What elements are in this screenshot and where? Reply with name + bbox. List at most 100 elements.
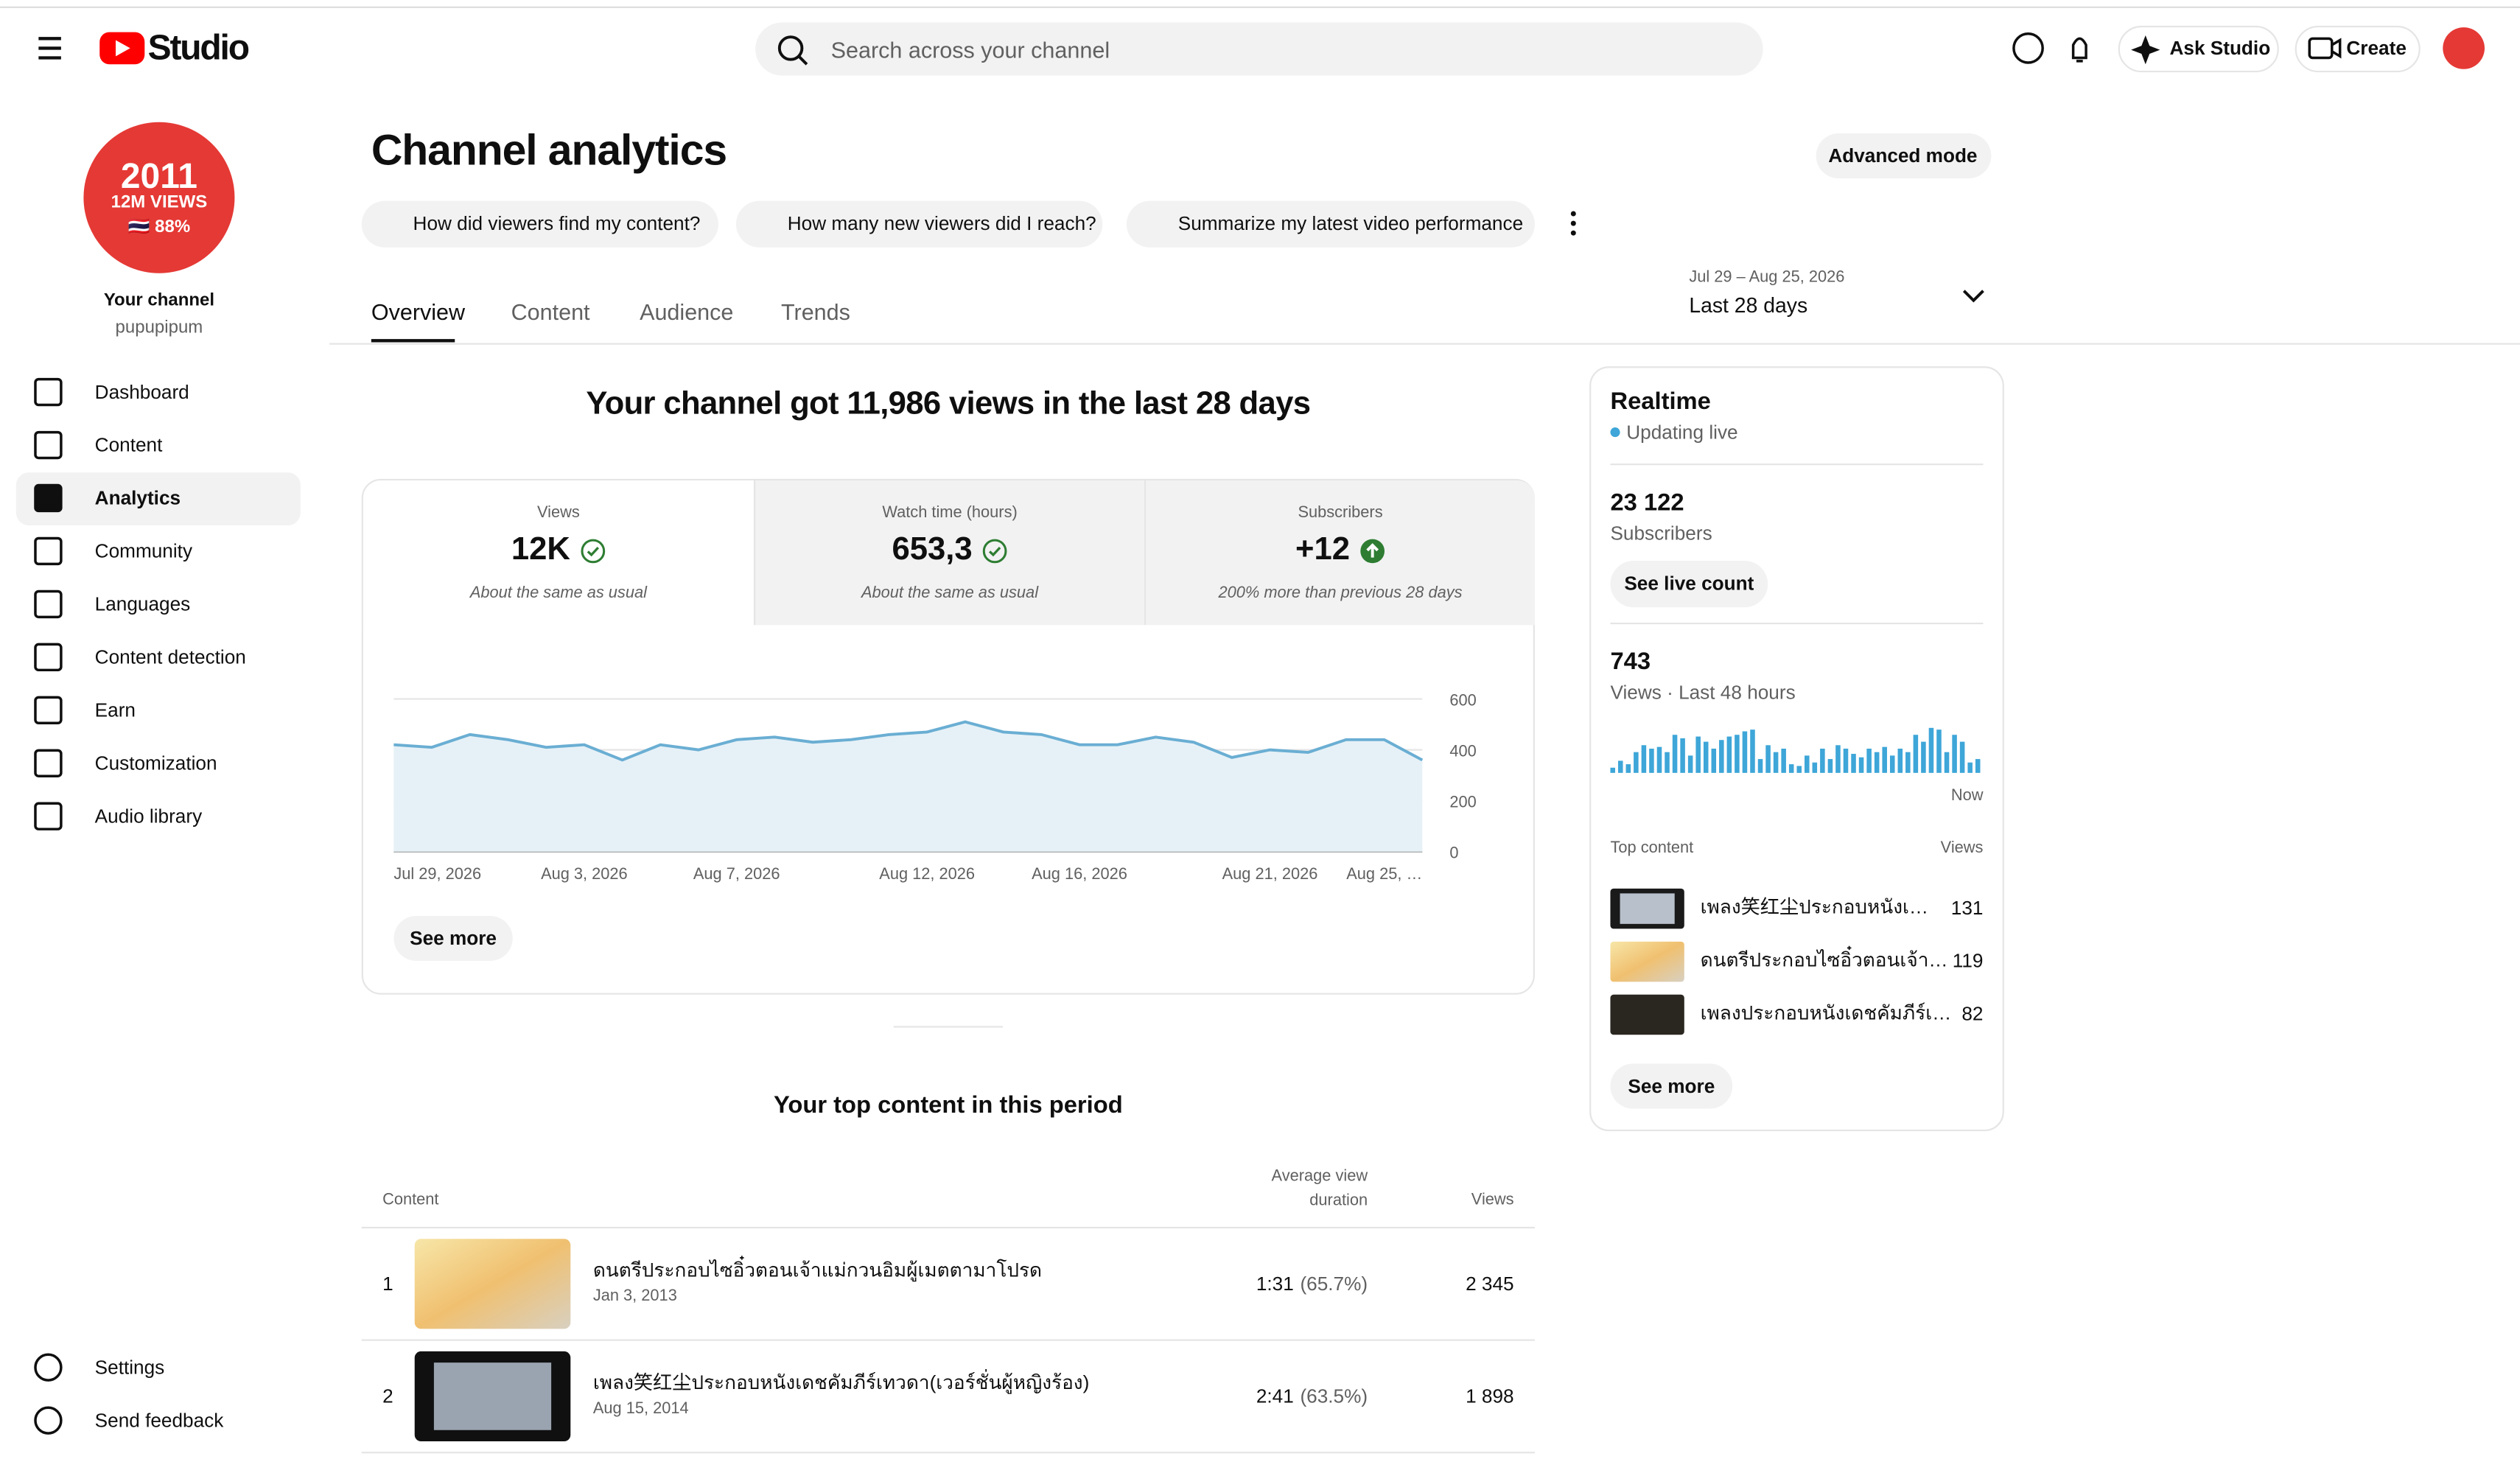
advanced-mode-label: Advanced mode <box>1828 144 1978 167</box>
logo-text: Studio <box>147 27 250 68</box>
account-avatar[interactable] <box>2443 27 2485 69</box>
views: 2 345 <box>1466 1273 1514 1295</box>
nav-item[interactable]: Languages <box>94 592 191 616</box>
nav-item[interactable]: Audio library <box>94 805 203 828</box>
metric-tab[interactable]: Watch time (hours) 653,3 About the same as… <box>753 480 1144 626</box>
video-title[interactable]: เพลง笑红尘ประกอบหนังเดชคัมภีร์เทวดา(เวอร์ชั… <box>592 1371 1090 1394</box>
avatar-text: 12M VIEWS <box>111 192 208 212</box>
live-count-button[interactable] <box>1610 561 1768 608</box>
nav-icon <box>34 536 63 566</box>
date-chevron[interactable] <box>1962 290 1984 303</box>
nav-item[interactable]: Earn <box>94 699 136 722</box>
video-date: Jan 3, 2013 <box>592 1287 677 1306</box>
nav-item[interactable]: Send feedback <box>94 1409 224 1432</box>
ask-studio-button[interactable] <box>2118 25 2279 73</box>
top-border <box>0 6 2520 8</box>
video-title[interactable]: ดนตรีประกอบไซอิ๋วตอนเจ้าแม่กวนอิมผู้เมตต… <box>592 1259 1043 1282</box>
nav-item[interactable]: Content detection <box>94 645 246 669</box>
tab[interactable]: Trends <box>781 298 850 325</box>
nav-item[interactable]: Analytics <box>94 486 181 510</box>
top-item-title[interactable]: เพลงประกอบหนังเดชคัมภีร์เ… <box>1700 1001 1952 1025</box>
thumbnail[interactable] <box>414 1351 571 1441</box>
metric-note: About the same as usual <box>861 584 1039 603</box>
column-header: Views <box>1471 1191 1514 1209</box>
avg-duration: 2:41 <box>1256 1385 1294 1408</box>
top-item-views: 82 <box>1961 1002 1984 1026</box>
search-box[interactable] <box>755 22 1763 76</box>
top-item-title[interactable]: เพลง笑红尘ประกอบหนังเ… <box>1700 895 1929 919</box>
menu-icon[interactable] <box>38 37 61 60</box>
metric-label: Subscribers <box>1298 504 1383 522</box>
realtime-title: Realtime <box>1610 388 1711 416</box>
create-button[interactable] <box>2295 25 2421 73</box>
more-icon[interactable] <box>1570 211 1576 236</box>
advanced-mode-button[interactable] <box>1816 133 1992 179</box>
subscriber-count: 23 122 <box>1610 489 1684 517</box>
column-header: Average view duration <box>1271 1168 1368 1210</box>
nav-item[interactable]: Dashboard <box>94 380 189 404</box>
thumbnail-frame <box>433 1362 552 1430</box>
see-more-label: See more <box>1628 1074 1715 1098</box>
column-header: Content <box>382 1191 439 1209</box>
tab[interactable]: Audience <box>640 298 734 325</box>
avg-percent: (65.7%) <box>1300 1273 1368 1295</box>
live-count-label: See live count <box>1624 572 1754 595</box>
rank: 1 <box>382 1273 393 1295</box>
thumbnail[interactable] <box>414 1239 571 1329</box>
date-range: Jul 29 – Aug 25, 2026 <box>1689 269 1845 287</box>
avatar-text: 2011 <box>120 155 197 197</box>
realtime-status: Updating live <box>1626 421 1738 444</box>
top-item-views: 131 <box>1950 896 1984 920</box>
metric-value-row: 12K <box>511 532 606 569</box>
nav-icon <box>34 377 63 407</box>
prompt-chip[interactable] <box>361 200 718 248</box>
subscriber-label: Subscribers <box>1610 522 1712 545</box>
avg-percent: (63.5%) <box>1300 1385 1368 1408</box>
headline: Your channel got 11,986 views in the las… <box>586 386 1311 422</box>
prompt-label: Summarize my latest video performance <box>1177 211 1524 235</box>
section-title: Your top content in this period <box>773 1091 1123 1119</box>
top-content-label: Top content <box>1610 839 1694 858</box>
overview-card <box>361 478 1535 995</box>
nav-item[interactable]: Content <box>94 433 163 457</box>
tab[interactable]: Content <box>511 298 590 325</box>
metric-tab[interactable]: Views 12K About the same as usual <box>363 480 754 626</box>
prompt-chip[interactable] <box>735 200 1103 248</box>
metric-value-row: +12 <box>1295 532 1385 569</box>
status-arrow <box>1366 542 1379 557</box>
metric-value-row: 653,3 <box>892 532 1007 569</box>
nav-item[interactable]: Community <box>94 539 193 563</box>
nav-icon <box>34 696 63 725</box>
metric-tab[interactable]: Subscribers +12 200% more than previous 28… <box>1144 480 1535 626</box>
see-more-button[interactable] <box>393 915 513 961</box>
metric-value: 653,3 <box>892 531 973 567</box>
top-item-title[interactable]: ดนตรีประกอบไซอิ๋วตอนเจ้า… <box>1700 948 1948 972</box>
ask-studio-label[interactable]: Ask Studio <box>2169 37 2271 60</box>
status-checkmark <box>587 545 599 556</box>
metric-label: Views <box>537 504 580 522</box>
metric-value: +12 <box>1295 531 1351 567</box>
metric-status-icon <box>581 538 605 563</box>
prompt-chip[interactable] <box>1126 200 1535 248</box>
help-icon[interactable] <box>2012 32 2044 64</box>
nav-icon <box>34 802 63 830</box>
channel-handle: pupupipum <box>115 318 203 337</box>
page-title: Channel analytics <box>371 126 727 175</box>
period[interactable]: Last 28 days <box>1689 293 1808 318</box>
top-content-views-label: Views <box>1940 839 1984 858</box>
status-checkmark <box>989 545 1001 556</box>
nav-highlight <box>15 472 301 526</box>
metric-note: About the same as usual <box>469 584 647 603</box>
see-more-button[interactable] <box>1610 1063 1733 1109</box>
nav-item[interactable]: Customization <box>94 752 217 775</box>
nav-icon <box>34 749 63 777</box>
logo-play <box>116 40 130 57</box>
tab[interactable]: Overview <box>371 298 466 325</box>
nav-icon <box>34 430 63 460</box>
bell-icon[interactable] <box>2071 37 2087 63</box>
channel-label: Your channel <box>103 290 215 310</box>
create-label[interactable]: Create <box>2346 37 2407 60</box>
nav-item[interactable]: Settings <box>94 1356 165 1379</box>
